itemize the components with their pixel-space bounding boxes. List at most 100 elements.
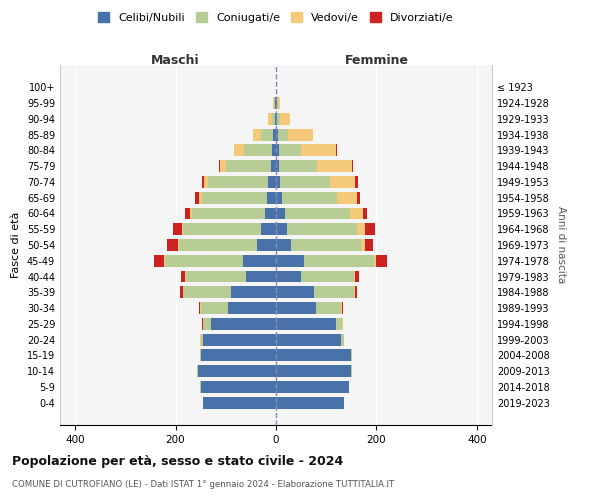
Bar: [276, 366, 352, 377]
Bar: [374, 255, 376, 266]
Y-axis label: Anni di nascita: Anni di nascita: [556, 206, 566, 284]
Bar: [276, 286, 314, 298]
Bar: [185, 208, 190, 220]
Bar: [268, 176, 276, 188]
Bar: [164, 255, 166, 266]
Text: Popolazione per età, sesso e stato civile - 2024: Popolazione per età, sesso e stato civil…: [12, 455, 343, 468]
Bar: [220, 160, 226, 172]
Bar: [276, 208, 285, 220]
Bar: [274, 128, 276, 140]
Bar: [185, 270, 246, 282]
Bar: [275, 113, 276, 124]
Bar: [208, 176, 268, 188]
Bar: [203, 397, 276, 408]
Bar: [358, 224, 365, 235]
Text: Femmine: Femmine: [344, 54, 409, 67]
Bar: [276, 334, 341, 345]
Bar: [272, 113, 275, 124]
Bar: [304, 255, 374, 266]
Bar: [228, 302, 276, 314]
Bar: [173, 224, 182, 235]
Bar: [301, 144, 336, 156]
Bar: [276, 302, 316, 314]
Bar: [279, 160, 317, 172]
Bar: [244, 144, 272, 156]
Bar: [276, 144, 278, 156]
Bar: [354, 286, 355, 298]
Bar: [278, 144, 301, 156]
Bar: [203, 334, 276, 345]
Bar: [167, 239, 178, 251]
Bar: [261, 224, 276, 235]
Bar: [276, 350, 352, 362]
Bar: [204, 176, 208, 188]
Bar: [336, 144, 337, 156]
Bar: [276, 192, 282, 203]
Bar: [199, 302, 200, 314]
Bar: [352, 160, 353, 172]
Bar: [192, 208, 265, 220]
Bar: [274, 97, 275, 109]
Bar: [342, 302, 343, 314]
Bar: [199, 192, 202, 203]
Bar: [154, 255, 164, 266]
Y-axis label: Fasce di età: Fasce di età: [11, 212, 21, 278]
Bar: [285, 208, 350, 220]
Bar: [273, 97, 274, 109]
Bar: [317, 160, 352, 172]
Bar: [336, 318, 343, 330]
Bar: [244, 255, 276, 266]
Bar: [276, 176, 280, 188]
Bar: [280, 176, 330, 188]
Bar: [276, 397, 344, 408]
Bar: [277, 113, 280, 124]
Bar: [276, 160, 279, 172]
Text: COMUNE DI CUTROFIANO (LE) - Dati ISTAT 1° gennaio 2024 - Elaborazione TUTTITALIA: COMUNE DI CUTROFIANO (LE) - Dati ISTAT 1…: [12, 480, 394, 489]
Bar: [182, 224, 183, 235]
Bar: [235, 144, 244, 156]
Bar: [211, 318, 276, 330]
Bar: [267, 192, 276, 203]
Bar: [330, 176, 355, 188]
Bar: [337, 192, 358, 203]
Bar: [246, 270, 276, 282]
Bar: [195, 192, 199, 203]
Bar: [355, 270, 359, 282]
Bar: [261, 128, 274, 140]
Bar: [200, 302, 228, 314]
Bar: [350, 208, 363, 220]
Bar: [203, 318, 211, 330]
Bar: [278, 97, 280, 109]
Bar: [287, 128, 313, 140]
Bar: [197, 366, 198, 377]
Bar: [190, 208, 192, 220]
Bar: [276, 113, 277, 124]
Bar: [278, 128, 287, 140]
Bar: [198, 366, 276, 377]
Bar: [354, 270, 355, 282]
Bar: [271, 160, 276, 172]
Bar: [178, 239, 179, 251]
Bar: [202, 192, 267, 203]
Bar: [314, 286, 354, 298]
Bar: [265, 208, 276, 220]
Bar: [200, 381, 276, 393]
Bar: [358, 192, 360, 203]
Bar: [181, 270, 185, 282]
Text: Maschi: Maschi: [151, 54, 200, 67]
Bar: [268, 113, 272, 124]
Bar: [231, 286, 276, 298]
Bar: [276, 318, 336, 330]
Bar: [179, 239, 257, 251]
Bar: [272, 144, 276, 156]
Bar: [301, 270, 354, 282]
Bar: [276, 255, 304, 266]
Bar: [180, 286, 182, 298]
Bar: [376, 255, 386, 266]
Bar: [200, 350, 276, 362]
Bar: [166, 255, 244, 266]
Bar: [355, 286, 358, 298]
Bar: [365, 224, 375, 235]
Bar: [341, 334, 344, 345]
Bar: [219, 160, 220, 172]
